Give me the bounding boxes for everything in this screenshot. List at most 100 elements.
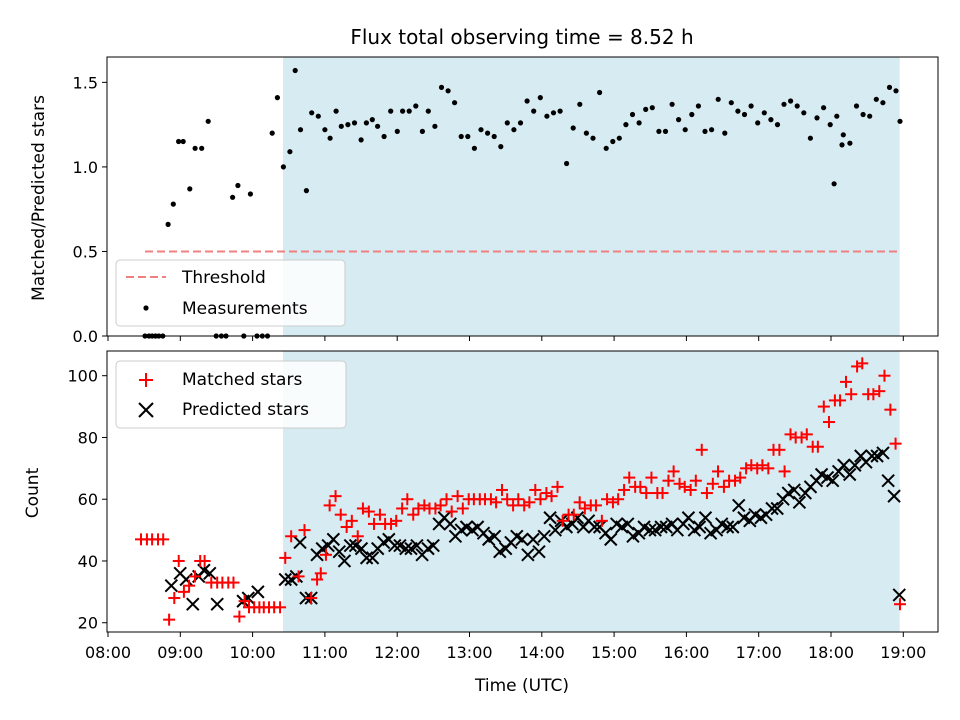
predicted-star-point bbox=[359, 551, 374, 565]
measurement-point bbox=[363, 120, 369, 126]
x-tick-label: 17:00 bbox=[736, 643, 782, 662]
matched-star-point bbox=[279, 551, 292, 564]
x-tick-label: 09:00 bbox=[157, 643, 203, 662]
predicted-star-point bbox=[692, 520, 707, 534]
x-tick-label: 19:00 bbox=[880, 643, 926, 662]
x-tick-label: 10:00 bbox=[230, 643, 276, 662]
matched-star-point bbox=[233, 610, 246, 623]
matched-star-point bbox=[351, 530, 364, 543]
measurement-point bbox=[531, 108, 537, 114]
predicted-star-point bbox=[326, 532, 341, 547]
matched-star-point bbox=[878, 369, 891, 382]
measurement-point bbox=[735, 108, 741, 114]
matched-star-point bbox=[390, 514, 403, 527]
measurement-point bbox=[400, 108, 406, 114]
predicted-star-point bbox=[887, 489, 901, 503]
matched-star-point bbox=[456, 502, 469, 515]
measurement-point bbox=[676, 117, 682, 123]
legend-measurements-marker bbox=[143, 305, 149, 311]
predicted-star-point bbox=[881, 473, 895, 488]
matched-star-point bbox=[362, 505, 375, 518]
measurement-point bbox=[425, 108, 431, 114]
top-y-axis-label: Matched/Predicted stars bbox=[29, 95, 49, 301]
matched-star-point bbox=[618, 483, 631, 496]
measurement-point bbox=[498, 144, 504, 150]
matched-star-point bbox=[656, 487, 669, 500]
measurement-point bbox=[280, 164, 286, 170]
matched-star-point bbox=[589, 499, 602, 512]
matched-star-point bbox=[238, 595, 251, 608]
matched-star-point bbox=[345, 514, 358, 527]
matched-star-point bbox=[634, 480, 647, 493]
top-y-tick-label: 1.0 bbox=[73, 158, 98, 177]
measurement-point bbox=[375, 123, 381, 129]
matched-star-point bbox=[645, 471, 658, 484]
predicted-star-point bbox=[399, 541, 413, 556]
legend-matched-marker bbox=[139, 373, 153, 387]
predicted-star-point bbox=[848, 458, 862, 472]
predicted-star-point bbox=[532, 545, 546, 559]
measurement-point bbox=[788, 98, 794, 104]
measurement-point bbox=[170, 201, 176, 207]
matched-star-point bbox=[168, 592, 181, 605]
x-tick-label: 14:00 bbox=[519, 643, 565, 662]
measurement-point bbox=[748, 103, 754, 109]
x-tick-label: 11:00 bbox=[302, 643, 348, 662]
matched-star-point bbox=[817, 400, 830, 413]
matched-star-point bbox=[884, 403, 897, 416]
measurement-point bbox=[438, 84, 445, 90]
measurement-point bbox=[511, 127, 517, 133]
measurement-point bbox=[897, 118, 903, 124]
predicted-star-point bbox=[293, 535, 307, 550]
predicted-star-point bbox=[164, 578, 179, 593]
measurement-point bbox=[524, 98, 530, 104]
measurement-point bbox=[801, 110, 807, 116]
measurement-point bbox=[662, 128, 669, 134]
measurement-point bbox=[755, 120, 761, 126]
predicted-star-point bbox=[537, 529, 551, 543]
measurement-point bbox=[741, 111, 748, 118]
matched-star-point bbox=[314, 567, 327, 580]
predicted-star-point bbox=[732, 498, 746, 513]
measurement-point bbox=[338, 123, 344, 129]
measurement-point bbox=[629, 111, 636, 118]
matched-star-point bbox=[311, 573, 324, 586]
measurement-point bbox=[597, 89, 603, 96]
predicted-star-point bbox=[426, 538, 440, 553]
predicted-star-point bbox=[487, 529, 502, 543]
measurement-point bbox=[406, 108, 412, 114]
matched-star-point bbox=[329, 490, 342, 503]
measurement-point bbox=[821, 105, 827, 111]
measurement-point bbox=[345, 122, 351, 128]
measurement-point bbox=[774, 122, 781, 128]
bottom-x-axis: 08:00 09:00 10:00 11:00 12:00 13:00 14:00 15:00… bbox=[85, 632, 926, 662]
measurement-point bbox=[315, 113, 321, 119]
matched-star-point bbox=[407, 508, 420, 521]
predicted-star-point bbox=[186, 597, 200, 611]
matched-star-point bbox=[340, 521, 353, 534]
measurement-point bbox=[199, 145, 205, 151]
predicted-star-point bbox=[515, 532, 529, 547]
measurement-point bbox=[351, 120, 358, 126]
matched-star-point bbox=[667, 465, 680, 478]
x-tick-label: 13:00 bbox=[446, 643, 492, 662]
measurement-point bbox=[544, 113, 550, 119]
matched-star-point bbox=[292, 570, 305, 583]
measurement-point bbox=[309, 110, 315, 116]
bottom-panel: 20 40 60 80 100 08:00 09:00 10:00 11:00 12:00 13:… bbox=[23, 350, 939, 696]
measurement-point bbox=[847, 140, 853, 146]
matched-star-point bbox=[368, 517, 381, 530]
matched-star-point bbox=[717, 480, 730, 493]
top-x-ticks bbox=[107, 336, 904, 341]
measurement-point bbox=[669, 101, 675, 107]
measurement-point bbox=[452, 100, 458, 106]
measurement-point bbox=[445, 88, 451, 94]
predicted-star-point bbox=[203, 566, 217, 581]
matched-star-point bbox=[811, 440, 824, 453]
matched-star-point bbox=[834, 394, 847, 407]
legend-threshold-label: Threshold bbox=[181, 268, 266, 288]
measurement-point bbox=[388, 108, 394, 114]
measurement-point bbox=[831, 181, 837, 187]
measurement-point bbox=[230, 194, 236, 200]
matched-star-point bbox=[496, 483, 509, 496]
